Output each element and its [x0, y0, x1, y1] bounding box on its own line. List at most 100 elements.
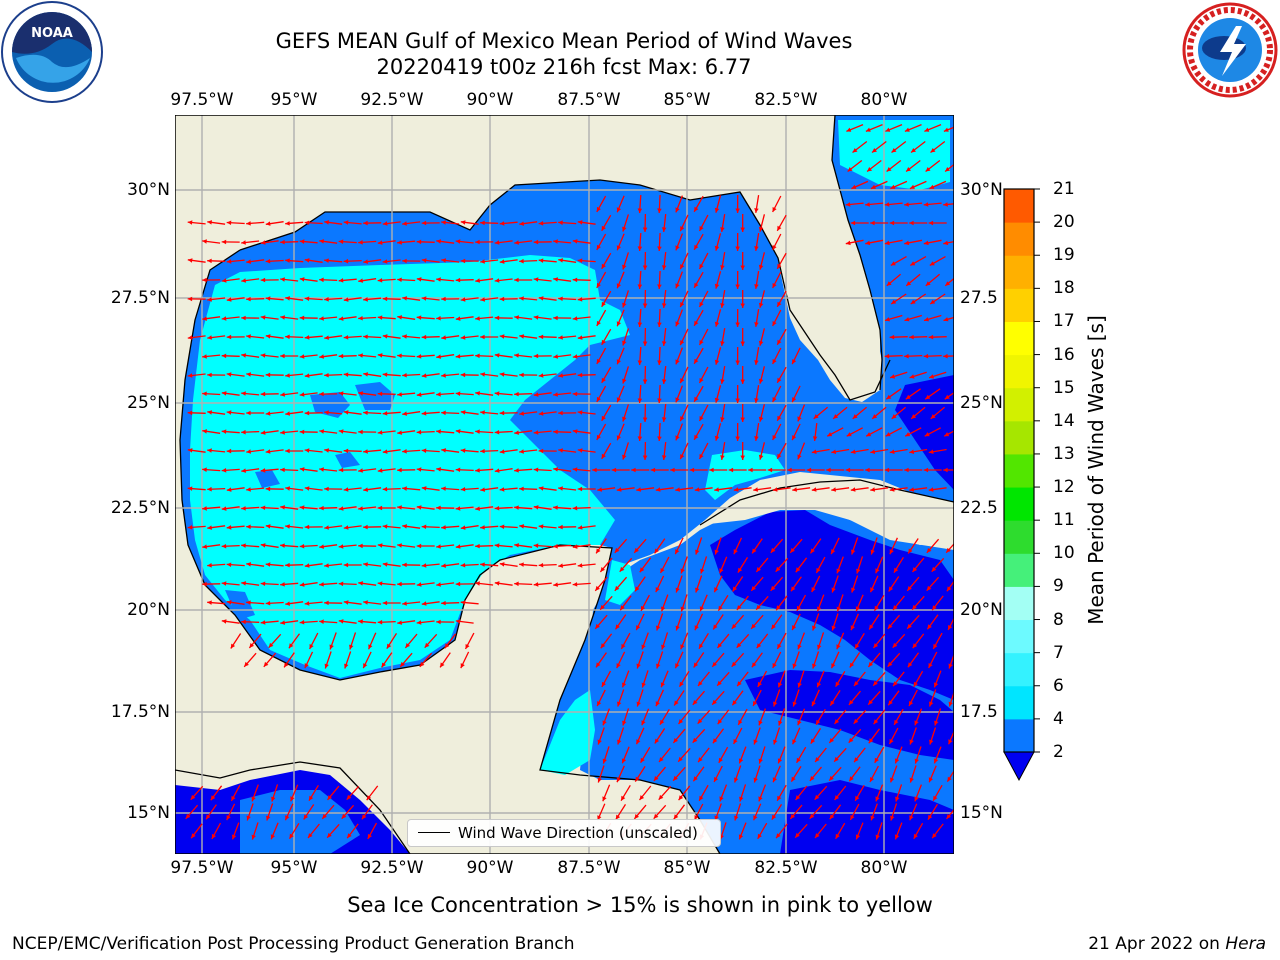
- wave-arrow-head: [343, 258, 349, 264]
- wave-arrow-head: [810, 548, 815, 554]
- wave-arrow-head: [797, 644, 802, 650]
- pacific-mid: [240, 790, 360, 854]
- wave-arrow-head: [758, 378, 764, 384]
- wave-arrow-head: [299, 620, 305, 625]
- wave-arrow-head: [758, 416, 764, 422]
- lat-tick-left-1: 27.5°N: [110, 288, 170, 308]
- wave-arrow-head: [441, 486, 446, 491]
- wave-arrow-head: [694, 434, 699, 440]
- wave-arrow-head: [634, 547, 639, 553]
- colorbar-segment-18: [1004, 255, 1034, 289]
- wave-arrow-head: [455, 429, 461, 434]
- wave-arrow-head: [596, 282, 601, 288]
- wave-arrow-head: [886, 394, 892, 400]
- wave-arrow-head: [329, 644, 334, 650]
- wave-arrow-head: [655, 487, 661, 492]
- wave-arrow-head: [733, 739, 738, 744]
- wave-arrow-head: [792, 625, 797, 631]
- wave-arrow-head: [777, 795, 782, 801]
- wave-arrow-head: [714, 283, 720, 289]
- wave-arrow-head: [319, 277, 324, 283]
- colorbar-segment-20: [1004, 189, 1034, 223]
- wave-arrow-head: [207, 220, 212, 225]
- wave-arrow-head: [455, 277, 461, 283]
- wave-arrow-head: [455, 467, 461, 472]
- wave-arrow-head: [244, 661, 249, 667]
- wave-arrow-head: [397, 543, 402, 548]
- wave-arrow-head: [304, 563, 310, 568]
- wave-arrow-head: [751, 623, 756, 629]
- wave-arrow-head: [304, 258, 310, 263]
- wave-arrow-head: [319, 505, 324, 511]
- wave-arrow-head: [926, 585, 932, 591]
- wave-arrow-head: [265, 372, 271, 378]
- wave-arrow-head: [661, 303, 667, 308]
- wave-arrow-head: [465, 644, 470, 649]
- wave-arrow-head: [772, 321, 777, 326]
- wave-arrow-head: [932, 833, 937, 839]
- wave-arrow-head: [816, 719, 821, 725]
- wave-arrow-head: [756, 643, 762, 649]
- wave-arrow-head: [888, 700, 893, 706]
- wave-arrow-head: [226, 448, 232, 454]
- wave-arrow-head: [363, 259, 368, 264]
- wave-arrow-head: [358, 468, 363, 473]
- chart-title: GEFS MEAN Gulf of Mexico Mean Period of …: [275, 29, 853, 53]
- wave-arrow-head: [834, 756, 839, 762]
- wave-arrow-head: [202, 581, 207, 587]
- wave-arrow-head: [772, 777, 777, 783]
- wave-arrow-head: [680, 264, 685, 270]
- wave-arrow-head: [202, 239, 207, 244]
- wave-arrow-head: [324, 335, 329, 340]
- wave-arrow-head: [865, 467, 870, 473]
- wave-arrow-head: [865, 127, 871, 132]
- wave-arrow-head: [617, 739, 622, 745]
- wave-arrow-head: [343, 562, 349, 568]
- wave-arrow-head: [712, 738, 718, 744]
- colorbar-segment-2: [1004, 718, 1034, 753]
- lon-tick-bottom-3: 90°W: [466, 858, 514, 878]
- wave-arrow-head: [299, 277, 305, 282]
- wave-arrow-head: [241, 468, 246, 473]
- wave-arrow-head: [699, 416, 704, 421]
- campeche-light: [605, 560, 635, 605]
- wave-arrow-head: [361, 814, 367, 820]
- wave-arrow-head: [812, 663, 817, 669]
- wave-arrow-head: [358, 316, 363, 321]
- wave-arrow-head: [675, 397, 680, 403]
- wave-arrow-head: [514, 543, 519, 548]
- wave-arrow-head: [246, 600, 251, 605]
- wave-arrow-head: [699, 340, 704, 345]
- wave-arrow-head: [636, 663, 641, 669]
- wave-arrow-head: [533, 353, 539, 359]
- wave-arrow-head: [475, 468, 480, 473]
- colorbar-tick-14: 14: [1053, 410, 1075, 431]
- wave-arrow-head: [304, 373, 310, 378]
- wave-arrow-head: [718, 605, 723, 611]
- wave-arrow-head: [622, 340, 627, 346]
- wave-arrow-head: [226, 487, 232, 492]
- wave-arrow-head: [260, 581, 266, 586]
- wave-arrow-head: [834, 795, 840, 800]
- wave-arrow-head: [738, 719, 743, 725]
- wave-arrow-head: [636, 625, 641, 631]
- noaa-logo-text: NOAA: [31, 26, 73, 41]
- wave-arrow-head: [887, 624, 893, 629]
- wave-arrow-head: [338, 506, 344, 511]
- wave-arrow-head: [874, 605, 879, 611]
- wave-arrow-head: [519, 296, 524, 301]
- wave-arrow-head: [285, 601, 290, 606]
- wave-arrow-head: [421, 296, 427, 301]
- wave-arrow-head: [873, 719, 879, 725]
- wave-arrow-head: [757, 833, 762, 839]
- wave-arrow-head: [680, 644, 685, 650]
- wave-arrow-head: [553, 239, 558, 244]
- wave-arrow-head: [831, 549, 836, 555]
- wave-arrow-head: [655, 701, 660, 707]
- wave-arrow-head: [285, 411, 290, 416]
- wave-arrow-head: [436, 354, 441, 359]
- wave-arrow-head: [475, 353, 480, 359]
- wave-arrow-head: [377, 505, 383, 511]
- wave-arrow-head: [514, 391, 519, 397]
- wave-arrow-head: [572, 582, 578, 587]
